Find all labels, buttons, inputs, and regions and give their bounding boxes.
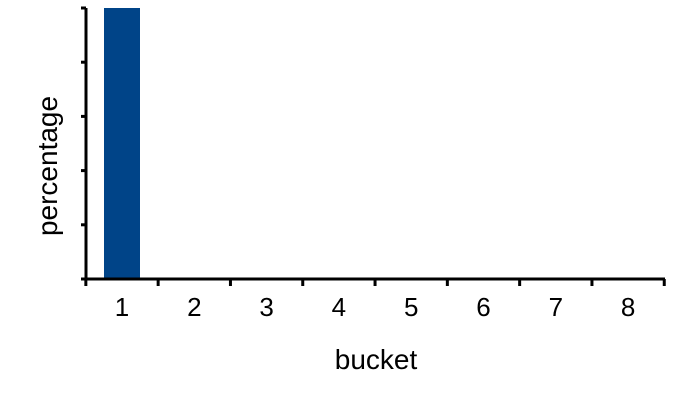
- x-axis-title: bucket: [335, 344, 418, 375]
- bar-1: [104, 8, 140, 279]
- x-tick-label-1: 1: [115, 292, 129, 322]
- y-ticks-group: [81, 6, 86, 281]
- x-tick-label-7: 7: [549, 292, 563, 322]
- x-tick-label-6: 6: [476, 292, 490, 322]
- x-tick-label-3: 3: [259, 292, 273, 322]
- x-ticks-group: [84, 279, 666, 286]
- x-tick-label-2: 2: [187, 292, 201, 322]
- y-axis-title: percentage: [32, 96, 63, 236]
- x-tick-label-8: 8: [621, 292, 635, 322]
- x-tick-label-4: 4: [332, 292, 346, 322]
- x-tick-label-5: 5: [404, 292, 418, 322]
- bars-group: [104, 8, 140, 279]
- x-tick-labels-group: 1 2 3 4 5 6 7 8: [115, 292, 636, 322]
